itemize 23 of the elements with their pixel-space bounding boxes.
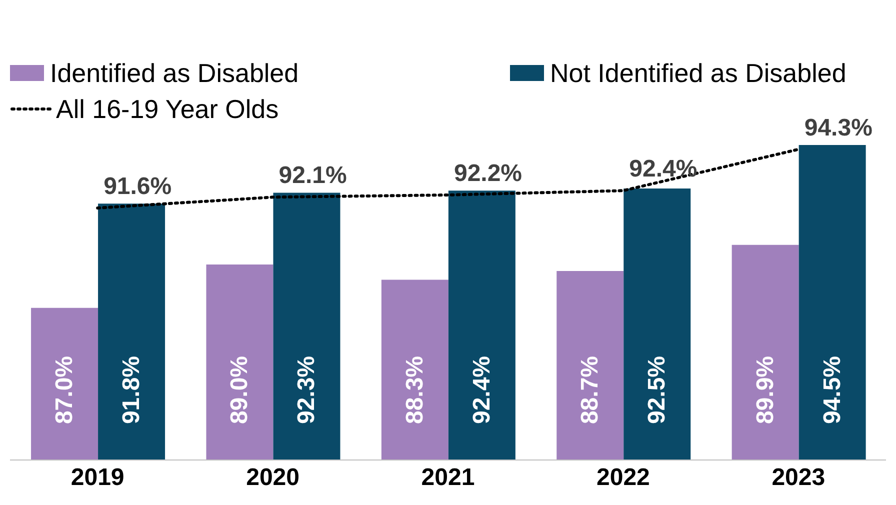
data-label: 89.0% — [226, 356, 254, 424]
data-label: 94.5% — [818, 356, 846, 424]
data-label: 89.9% — [752, 356, 779, 424]
x-tick-label: 2022 — [596, 464, 650, 492]
legend-label: All 16-19 Year Olds — [56, 94, 279, 124]
data-label: 92.4% — [468, 356, 496, 424]
x-tick-label: 2021 — [421, 464, 475, 492]
legend-label: Identified as Disabled — [50, 58, 299, 88]
x-tick-label: 2023 — [772, 464, 826, 492]
data-label: 87.0% — [51, 356, 78, 424]
data-label: 92.4% — [629, 156, 698, 183]
data-label: 88.3% — [401, 356, 428, 424]
data-label: 92.3% — [293, 356, 320, 424]
data-label: 92.5% — [644, 356, 671, 424]
data-label: 92.1% — [278, 162, 347, 190]
data-label: 94.3% — [804, 114, 872, 142]
legend-label: Not Identified as Disabled — [550, 58, 846, 88]
data-label: 91.8% — [118, 356, 146, 424]
data-label: 92.2% — [454, 160, 522, 187]
data-label: 88.7% — [576, 356, 604, 424]
data-label: 91.6% — [104, 173, 172, 200]
x-tick-label: 2019 — [70, 464, 124, 492]
x-tick-label: 2020 — [246, 464, 300, 492]
